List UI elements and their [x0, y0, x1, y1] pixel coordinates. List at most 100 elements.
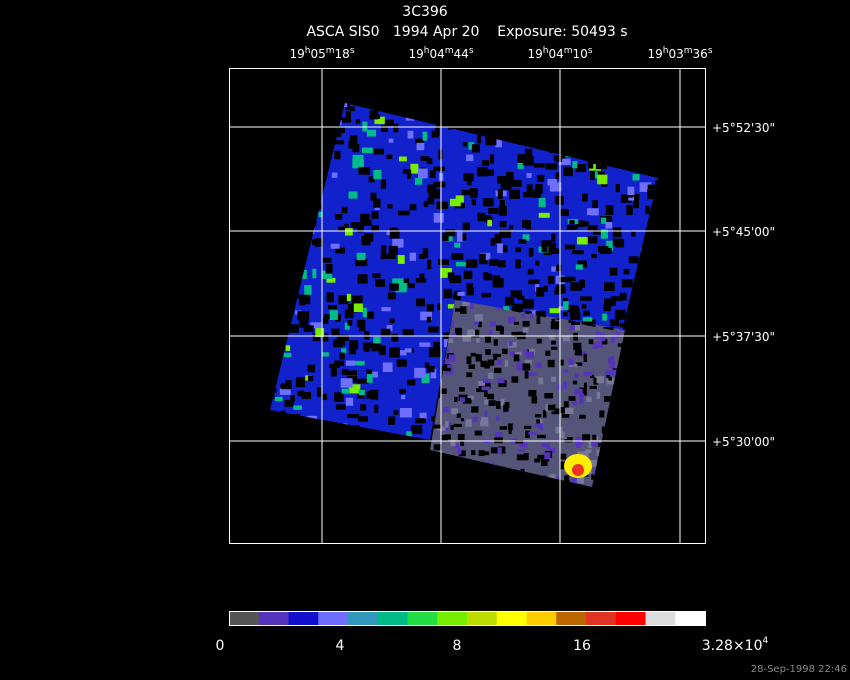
noise	[588, 440, 592, 449]
noise	[330, 243, 340, 249]
noise	[341, 348, 347, 354]
exponent: 4	[762, 636, 768, 646]
ra-label: 19h03m36s	[647, 46, 712, 61]
noise	[528, 248, 534, 257]
noise	[351, 295, 363, 306]
noise	[462, 222, 470, 232]
noise	[490, 447, 499, 454]
noise	[355, 258, 368, 267]
noise	[448, 354, 456, 362]
noise	[448, 422, 452, 427]
noise	[419, 254, 426, 259]
noise	[460, 418, 464, 422]
noise	[356, 319, 366, 328]
noise	[563, 401, 569, 409]
colorbar-segment	[318, 611, 349, 625]
noise	[551, 318, 556, 323]
noise	[357, 378, 369, 384]
noise	[367, 311, 374, 319]
subtitle: ASCA SIS0 1994 Apr 20 Exposure: 50493 s	[306, 24, 627, 40]
noise	[518, 239, 527, 244]
noise	[441, 434, 449, 441]
noise	[445, 421, 449, 428]
mantissa: 3.28×10	[702, 638, 763, 654]
noise	[522, 234, 530, 241]
noise	[382, 362, 393, 373]
noise	[453, 443, 459, 449]
noise	[556, 264, 562, 272]
noise	[533, 163, 545, 168]
noise	[550, 346, 558, 350]
noise	[548, 275, 555, 284]
noise	[523, 192, 536, 198]
ra-label: 19h05m18s	[289, 46, 354, 61]
noise	[360, 404, 367, 411]
noise	[466, 372, 473, 378]
noise	[562, 413, 570, 418]
noise	[621, 279, 633, 288]
noise	[534, 414, 542, 418]
noise	[334, 360, 345, 367]
noise	[481, 160, 490, 166]
noise	[459, 387, 465, 392]
noise	[593, 469, 597, 476]
noise	[541, 442, 548, 448]
noise	[551, 408, 560, 415]
noise	[471, 329, 480, 338]
noise	[466, 287, 475, 296]
noise	[285, 345, 291, 351]
noise	[524, 349, 528, 356]
noise	[528, 431, 537, 435]
noise	[564, 475, 570, 482]
noise	[577, 451, 586, 455]
noise	[536, 338, 542, 344]
noise	[411, 425, 423, 435]
noise	[451, 333, 457, 338]
colorbar-segment	[258, 611, 289, 625]
noise	[529, 312, 534, 318]
noise	[363, 347, 370, 352]
noise	[538, 212, 550, 218]
noise	[534, 458, 541, 463]
noise	[363, 233, 374, 242]
noise	[386, 154, 393, 159]
ra-value: 03	[668, 47, 683, 61]
noise	[507, 423, 513, 431]
noise	[352, 158, 364, 169]
noise	[410, 163, 419, 174]
noise	[341, 368, 348, 375]
noise	[336, 126, 345, 133]
noise	[334, 213, 343, 220]
noise	[548, 448, 556, 454]
noise	[433, 341, 440, 349]
noise	[551, 376, 557, 382]
noise	[575, 436, 584, 444]
noise	[595, 163, 608, 170]
noise	[528, 372, 537, 376]
noise	[526, 220, 532, 230]
noise	[515, 440, 524, 444]
noise	[524, 370, 529, 379]
noise	[285, 380, 292, 390]
noise	[604, 298, 616, 307]
noise	[493, 339, 498, 346]
colorbar-segment	[229, 611, 260, 625]
noise	[596, 391, 601, 399]
noise	[389, 318, 395, 324]
noise	[549, 182, 562, 192]
noise	[438, 388, 447, 394]
noise	[442, 364, 451, 372]
colorbar-label: 16	[573, 638, 591, 654]
colorbar-segment	[437, 611, 468, 625]
noise	[419, 412, 427, 419]
noise	[476, 166, 488, 177]
noise	[484, 273, 492, 281]
noise	[513, 303, 523, 312]
noise	[517, 295, 525, 300]
noise	[419, 273, 425, 280]
noise	[492, 278, 504, 288]
noise	[465, 419, 472, 427]
noise	[595, 341, 603, 348]
dec-label: +5°37'30"	[712, 330, 775, 344]
noise	[340, 378, 353, 388]
